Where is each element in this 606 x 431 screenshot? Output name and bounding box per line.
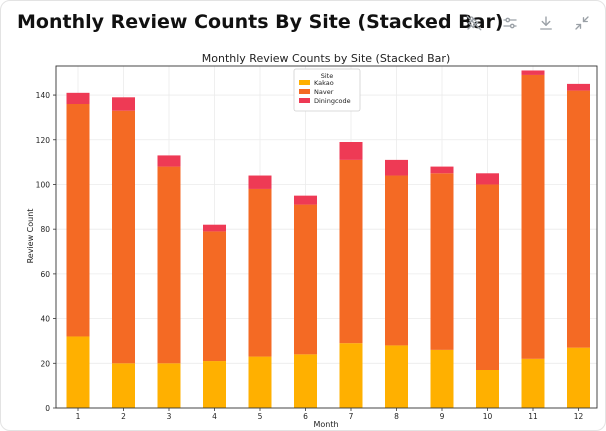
bar-naver-month-7 bbox=[339, 159, 363, 344]
legend-label-diningcode: Diningcode bbox=[314, 97, 351, 105]
x-tick-label: 4 bbox=[212, 412, 217, 421]
bar-naver-month-1 bbox=[66, 104, 90, 337]
x-tick-label: 11 bbox=[528, 412, 538, 421]
bar-kakao-month-6 bbox=[294, 354, 317, 408]
y-tick-label: 20 bbox=[40, 359, 50, 368]
y-axis-label: Review Count bbox=[26, 209, 35, 264]
bar-diningcode-month-4 bbox=[203, 224, 226, 232]
x-tick-label: 8 bbox=[394, 412, 399, 421]
collapse-icon bbox=[575, 16, 589, 30]
bar-kakao-month-10 bbox=[476, 370, 499, 408]
legend-box bbox=[293, 68, 361, 112]
x-tick-label: 3 bbox=[167, 412, 172, 421]
x-tick-label: 2 bbox=[121, 412, 126, 421]
bar-diningcode-month-1 bbox=[66, 92, 90, 104]
bar-diningcode-month-10 bbox=[476, 173, 499, 185]
bar-kakao-month-3 bbox=[157, 363, 181, 408]
y-tick-label: 0 bbox=[45, 404, 50, 413]
settings-sliders-button[interactable] bbox=[499, 12, 521, 34]
bar-diningcode-month-8 bbox=[385, 159, 408, 176]
bar-diningcode-month-2 bbox=[112, 97, 135, 111]
legend-title: Site bbox=[321, 72, 333, 80]
bar-diningcode-month-12 bbox=[567, 83, 590, 91]
legend-swatch-diningcode bbox=[299, 98, 310, 103]
bar-diningcode-month-6 bbox=[294, 195, 317, 205]
legend-label-naver: Naver bbox=[314, 88, 334, 96]
panel-header: Monthly Review Counts By Site (Stacked B… bbox=[1, 1, 605, 45]
sliders-icon bbox=[503, 17, 517, 29]
bar-kakao-month-2 bbox=[112, 363, 135, 408]
bar-naver-month-9 bbox=[430, 173, 454, 350]
pin-off-icon bbox=[466, 15, 482, 31]
legend-swatch-kakao bbox=[299, 80, 310, 85]
download-icon bbox=[540, 16, 552, 30]
bar-diningcode-month-7 bbox=[339, 142, 363, 160]
bar-kakao-month-8 bbox=[385, 345, 408, 408]
bar-naver-month-11 bbox=[521, 74, 545, 359]
y-tick-label: 80 bbox=[40, 225, 50, 234]
y-tick-label: 120 bbox=[36, 136, 51, 145]
bar-kakao-month-12 bbox=[567, 347, 590, 408]
x-tick-label: 1 bbox=[76, 412, 81, 421]
bar-naver-month-8 bbox=[385, 175, 408, 346]
grid bbox=[56, 66, 597, 409]
bar-naver-month-2 bbox=[112, 110, 135, 364]
bar-naver-month-4 bbox=[203, 231, 226, 362]
x-tick-label: 10 bbox=[483, 412, 493, 421]
bar-kakao-month-4 bbox=[203, 361, 226, 408]
bar-naver-month-6 bbox=[294, 204, 317, 355]
bar-kakao-month-11 bbox=[521, 358, 545, 408]
panel-toolbar bbox=[463, 11, 593, 35]
bar-kakao-month-5 bbox=[248, 356, 272, 408]
download-button[interactable] bbox=[535, 12, 557, 34]
bar-kakao-month-7 bbox=[339, 343, 363, 408]
chart-title: Monthly Review Counts by Site (Stacked B… bbox=[202, 52, 450, 65]
plot-frame bbox=[55, 65, 598, 409]
x-tick-label: 5 bbox=[258, 412, 263, 421]
pin-off-button[interactable] bbox=[463, 12, 485, 34]
bar-diningcode-month-9 bbox=[430, 166, 454, 174]
bar-kakao-month-1 bbox=[66, 336, 90, 408]
bar-naver-month-10 bbox=[476, 184, 499, 370]
bar-diningcode-month-3 bbox=[157, 155, 181, 167]
bar-naver-month-12 bbox=[567, 90, 590, 348]
bar-diningcode-month-11 bbox=[521, 70, 545, 75]
panel-title: Monthly Review Counts By Site (Stacked B… bbox=[17, 11, 504, 33]
bar-kakao-month-9 bbox=[430, 349, 454, 408]
x-tick-label: 9 bbox=[440, 412, 445, 421]
x-tick-label: 7 bbox=[349, 412, 354, 421]
x-tick-label: 6 bbox=[303, 412, 308, 421]
stacked-bar-chart: Monthly Review Counts by Site (Stacked B… bbox=[26, 52, 598, 429]
x-axis-label: Month bbox=[313, 420, 338, 429]
y-tick-label: 100 bbox=[36, 180, 51, 189]
y-tick-label: 40 bbox=[40, 315, 50, 324]
legend-label-kakao: Kakao bbox=[314, 79, 334, 87]
bar-naver-month-3 bbox=[157, 166, 181, 364]
y-tick-label: 140 bbox=[36, 91, 51, 100]
x-tick-label: 12 bbox=[574, 412, 584, 421]
legend-swatch-naver bbox=[299, 89, 310, 94]
collapse-button[interactable] bbox=[571, 12, 593, 34]
bar-naver-month-5 bbox=[248, 188, 272, 357]
bar-diningcode-month-5 bbox=[248, 175, 272, 189]
y-tick-label: 60 bbox=[40, 270, 50, 279]
bars bbox=[66, 70, 590, 408]
chart-area: Monthly Review Counts by Site (Stacked B… bbox=[1, 45, 605, 430]
